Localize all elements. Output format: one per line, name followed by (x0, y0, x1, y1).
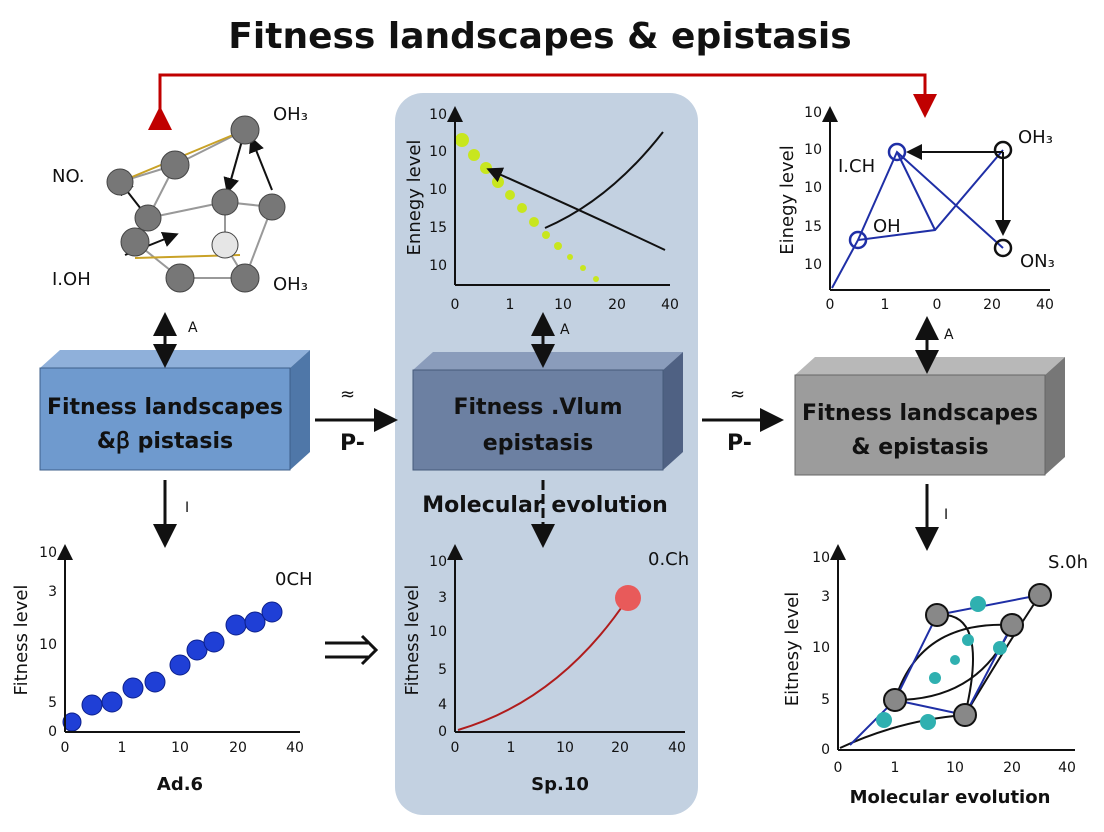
feedback-bracket (148, 73, 937, 130)
y-tick-label: 10 (429, 182, 447, 198)
x-tick-label: 20 (1003, 760, 1021, 776)
x-axis-label: Ad.6 (157, 774, 203, 795)
flow-label: P- (340, 431, 365, 456)
y-tick-label: 0 (821, 742, 830, 758)
x-tick-label: 40 (661, 297, 679, 313)
x-tick-label: 0 (933, 297, 942, 313)
x-tick-label: 40 (1058, 760, 1076, 776)
x-tick-label: 0 (61, 740, 70, 756)
box-text: & epistasis (851, 435, 988, 460)
flow-label: ≈ (340, 384, 355, 405)
x-tick-label: 40 (668, 740, 686, 756)
arrow-label: A (560, 322, 570, 338)
arrow-label: I (185, 500, 189, 516)
flow-label: P- (727, 431, 752, 456)
x-tick-label: 40 (286, 740, 304, 756)
x-tick-label: 20 (608, 297, 626, 313)
y-tick-label: 10 (39, 545, 57, 561)
y-tick-label: 15 (804, 219, 822, 235)
atom-label: NO. (52, 166, 85, 187)
arrow-label: A (188, 320, 198, 336)
y-tick-label: 4 (438, 697, 447, 713)
molecule (106, 115, 286, 293)
x-tick-label: 40 (1036, 297, 1054, 313)
caption: Molecular evolution (422, 493, 667, 518)
y-tick-label: 15 (429, 220, 447, 236)
y-tick-label: 10 (429, 107, 447, 123)
atom-label: OH₃ (273, 274, 308, 295)
plot-label: 0.Ch (648, 549, 689, 570)
x-tick-label: 10 (946, 760, 964, 776)
plot-decoration (62, 131, 1052, 749)
y-tick-label: 10 (812, 550, 830, 566)
y-axis-label: Einegy level (777, 145, 798, 254)
x-tick-label: 1 (881, 297, 890, 313)
x-tick-label: 1 (506, 297, 515, 313)
box-text: Fitness landscapes (802, 401, 1038, 426)
arrow-label: A (944, 327, 954, 343)
y-tick-label: 10 (429, 624, 447, 640)
x-tick-label: 10 (554, 297, 572, 313)
y-tick-label: 10 (812, 640, 830, 656)
plot-label: I.CH (838, 156, 875, 177)
x-tick-label: 1 (118, 740, 127, 756)
x-tick-label: 0 (451, 297, 460, 313)
y-tick-label: 5 (48, 695, 57, 711)
y-tick-label: 5 (438, 662, 447, 678)
plot-label: ON₃ (1020, 251, 1055, 272)
y-axis-label: Ennegy level (404, 140, 425, 256)
y-tick-label: 10 (804, 257, 822, 273)
box-3d (39, 350, 1065, 476)
arrows (153, 312, 939, 666)
plot-label: 0CH (275, 569, 313, 590)
box-text: &ꞵ pistasis (97, 429, 233, 454)
y-tick-label: 3 (438, 590, 447, 606)
x-axis-label: Molecular evolution (850, 787, 1051, 808)
y-tick-label: 3 (48, 584, 57, 600)
x-tick-label: 20 (229, 740, 247, 756)
title: Fitness landscapes & epistasis (228, 16, 851, 57)
x-tick-label: 10 (171, 740, 189, 756)
x-tick-label: 1 (891, 760, 900, 776)
x-tick-label: 20 (983, 297, 1001, 313)
y-axis-label: Fitness level (11, 585, 32, 696)
x-tick-label: 10 (556, 740, 574, 756)
box-text: epistasis (483, 431, 593, 456)
y-tick-label: 10 (429, 554, 447, 570)
plot-label: OH (873, 216, 901, 237)
y-axis-label: Fitness level (402, 585, 423, 696)
y-tick-label: 0 (438, 724, 447, 740)
y-tick-label: 10 (39, 637, 57, 653)
y-tick-label: 3 (821, 589, 830, 605)
y-tick-label: 10 (429, 258, 447, 274)
arrow-label: I (944, 507, 948, 523)
y-axis-label: Eitnesy level (782, 592, 803, 706)
x-tick-label: 0 (834, 760, 843, 776)
x-axis-label: Sp.10 (531, 774, 589, 795)
x-tick-label: 0 (451, 740, 460, 756)
box-text: Fitness .Vlum (453, 395, 622, 420)
x-tick-label: 1 (507, 740, 516, 756)
y-tick-label: 5 (821, 692, 830, 708)
y-tick-label: 10 (804, 142, 822, 158)
y-tick-label: 10 (804, 105, 822, 121)
atom-label: OH₃ (273, 104, 308, 125)
box-text: Fitness landscapes (47, 395, 283, 420)
plot-label: S.0h (1048, 552, 1088, 573)
flow-label: ≈ (730, 384, 745, 405)
atom-label: I.OH (52, 269, 91, 290)
y-tick-label: 10 (804, 180, 822, 196)
plot-label: OH₃ (1018, 127, 1053, 148)
x-tick-label: 20 (611, 740, 629, 756)
y-tick-label: 10 (429, 144, 447, 160)
x-tick-label: 0 (826, 297, 835, 313)
y-tick-label: 0 (48, 724, 57, 740)
